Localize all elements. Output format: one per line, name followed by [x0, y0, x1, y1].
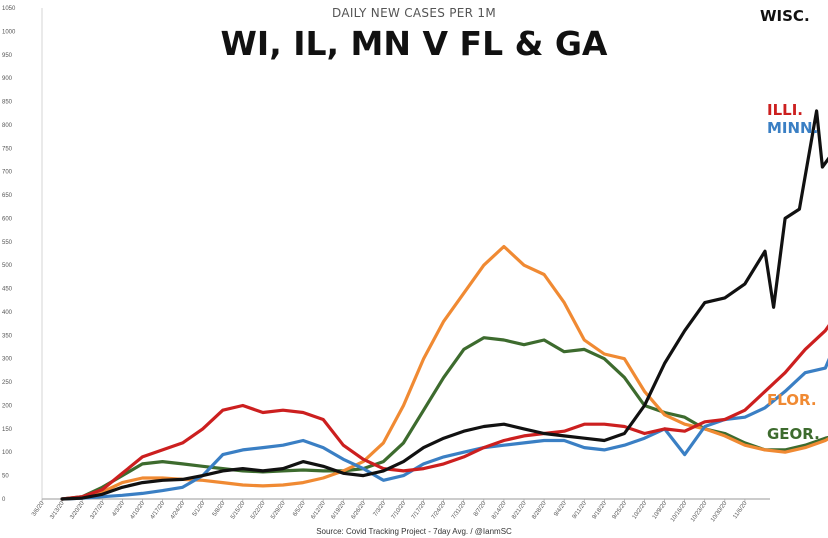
y-tick-label: 350	[2, 333, 13, 339]
x-tick-label: 5/1/20	[192, 500, 207, 518]
y-tick-label: 900	[2, 76, 13, 82]
series-label-illi: ILLI.	[767, 101, 803, 119]
x-tick-label: 10/23/20	[690, 500, 709, 523]
y-tick-label: 150	[2, 427, 13, 433]
x-tick-label: 9/18/20	[592, 500, 609, 520]
x-tick-label: 9/4/20	[553, 500, 568, 518]
x-tick-label: 8/7/20	[473, 500, 488, 518]
chart-source: Source: Covid Tracking Project - 7day Av…	[316, 527, 512, 536]
y-tick-label: 700	[2, 170, 13, 176]
x-tick-label: 4/24/20	[170, 500, 187, 520]
x-tick-label: 3/20/20	[69, 500, 86, 520]
x-tick-label: 7/10/20	[391, 500, 408, 520]
x-tick-label: 10/16/20	[670, 500, 689, 523]
y-tick-label: 500	[2, 263, 13, 269]
x-tick-label: 5/29/20	[270, 500, 287, 520]
series-label-flor: FLOR.	[767, 391, 817, 409]
y-tick-label: 850	[2, 100, 13, 106]
y-tick-label: 450	[2, 287, 13, 293]
y-tick-label: 650	[2, 193, 13, 199]
y-tick-label: 100	[2, 450, 13, 456]
x-tick-label: 8/14/20	[491, 500, 508, 520]
series-label-geor: GEOR.	[767, 425, 820, 443]
chart-title: WI, IL, MN V FL & GA	[220, 24, 608, 63]
y-tick-label: 0	[2, 497, 6, 503]
chart-subtitle: DAILY NEW CASES PER 1M	[331, 6, 497, 20]
x-tick-label: 7/31/20	[451, 500, 468, 520]
series-line-illi	[60, 324, 828, 501]
y-tick-label: 250	[2, 380, 13, 386]
y-tick-label: 50	[2, 474, 9, 480]
y-tick-label: 750	[2, 146, 13, 152]
x-tick-label: 6/26/20	[351, 500, 368, 520]
x-tick-label: 8/21/20	[511, 500, 528, 520]
x-tick-label: 5/15/20	[230, 500, 247, 520]
y-tick-label: 550	[2, 240, 13, 246]
y-tick-label: 1000	[2, 29, 16, 35]
x-tick-label: 9/25/20	[612, 500, 629, 520]
x-tick-label: 5/8/20	[212, 500, 227, 518]
x-tick-label: 6/12/20	[310, 500, 327, 520]
x-tick-label: 4/17/20	[150, 500, 167, 520]
y-tick-label: 800	[2, 123, 13, 129]
x-tick-label: 11/6/20	[732, 500, 749, 520]
y-tick-label: 1050	[2, 6, 16, 12]
x-tick-label: 9/11/20	[572, 500, 589, 520]
x-tick-label: 3/13/20	[49, 500, 66, 520]
series-line-flor	[60, 244, 828, 501]
x-tick-label: 7/17/20	[411, 500, 428, 520]
series-line-minn	[60, 357, 828, 501]
x-tick-label: 10/9/20	[652, 500, 669, 520]
x-tick-label: 7/3/20	[373, 500, 388, 518]
x-tick-label: 7/24/20	[431, 500, 448, 520]
y-tick-label: 200	[2, 403, 13, 409]
x-tick-label: 10/2/20	[632, 500, 649, 520]
series-line-wisc	[60, 109, 828, 501]
x-tick-label: 3/27/20	[89, 500, 106, 520]
y-tick-label: 950	[2, 53, 13, 59]
x-tick-label: 8/28/20	[531, 500, 548, 520]
series-label-minn: MINN.	[767, 119, 818, 137]
y-tick-label: 400	[2, 310, 13, 316]
x-tick-label: 6/19/20	[330, 500, 347, 520]
series-label-wisc: WISC.	[760, 7, 810, 25]
y-tick-label: 600	[2, 216, 13, 222]
x-tick-label: 6/5/20	[292, 500, 307, 518]
series-line-geor	[60, 336, 828, 501]
x-tick-label: 10/30/20	[710, 500, 729, 523]
x-tick-label: 4/10/20	[130, 500, 147, 520]
x-tick-label: 5/22/20	[250, 500, 267, 520]
y-tick-label: 300	[2, 357, 13, 363]
x-tick-label: 3/6/20	[31, 500, 46, 518]
x-tick-label: 4/3/20	[111, 500, 126, 518]
